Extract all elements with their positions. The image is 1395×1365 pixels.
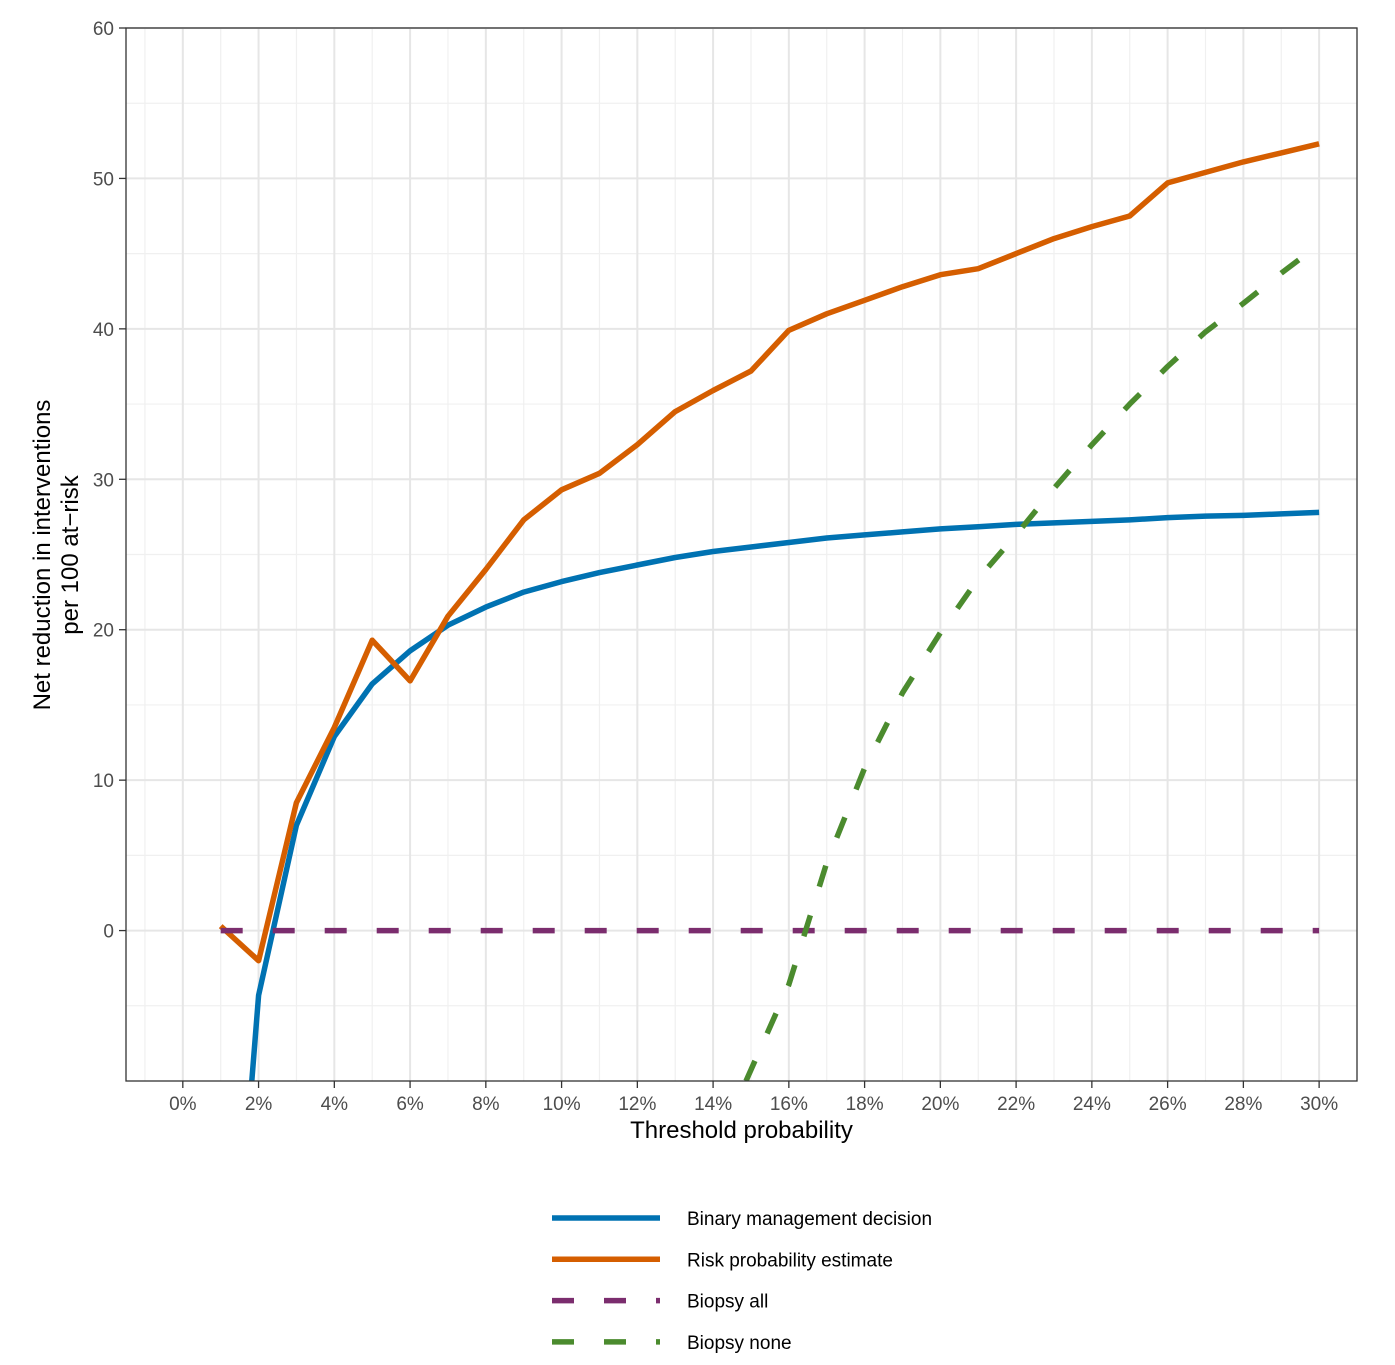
x-tick-label: 10% [543,1094,581,1115]
x-tick-label: 6% [396,1094,424,1115]
x-tick-label: 0% [169,1094,197,1115]
y-tick-label: 10 [93,771,114,792]
x-axis-tick-labels: 0% 2% 4% 6% 8% 10% 12% 14% 16% 18% 20% 22% 24% 26% 28%… [169,1094,1338,1115]
x-tick-label: 26% [1149,1094,1187,1115]
legend-label-biopsy-none: Biopsy none [687,1333,792,1354]
x-tick-label: 22% [997,1094,1035,1115]
series-line-risk-probability-estimate [218,141,1320,964]
x-tick-label: 18% [846,1094,884,1115]
legend-label-binary-management-decision: Binary management decision [687,1209,932,1230]
x-tick-label: 28% [1224,1094,1262,1115]
y-tick-label: 20 [93,621,114,642]
x-tick-label: 2% [245,1094,273,1115]
x-tick-label: 16% [770,1094,808,1115]
legend-label-risk-probability-estimate: Risk probability estimate [687,1250,893,1271]
y-axis-title-line-1: Net reduction in interventions [29,400,56,711]
x-tick-label: 12% [618,1094,656,1115]
y-tick-label: 0 [103,922,114,943]
series-line-biopsy-none [743,242,1321,1081]
x-axis-title: Threshold probability [630,1117,853,1144]
y-tick-label: 40 [93,320,114,341]
series-lines [218,141,1321,1081]
legend: Binary management decision Risk probabili… [552,1209,932,1354]
y-tick-label: 50 [93,169,114,190]
legend-label-biopsy-all: Biopsy all [687,1292,768,1313]
y-axis-tick-labels: 0 10 20 30 40 50 60 [93,19,114,943]
y-tick-label: 60 [93,19,114,40]
panel-border [125,27,1358,1082]
x-tick-label: 20% [921,1094,959,1115]
x-tick-label: 30% [1300,1094,1338,1115]
axis-ticks [119,27,1320,1088]
x-tick-label: 24% [1073,1094,1111,1115]
y-tick-label: 30 [93,470,114,491]
x-tick-label: 14% [694,1094,732,1115]
series-line-binary-management-decision [249,509,1320,1081]
x-tick-label: 4% [321,1094,349,1115]
major-gridlines [126,27,1357,1081]
y-axis-title: Net reduction in interventions per 100 a… [29,400,84,711]
minor-gridlines [126,28,1357,1081]
x-tick-label: 8% [472,1094,500,1115]
y-axis-title-line-2: per 100 at−risk [57,474,84,634]
